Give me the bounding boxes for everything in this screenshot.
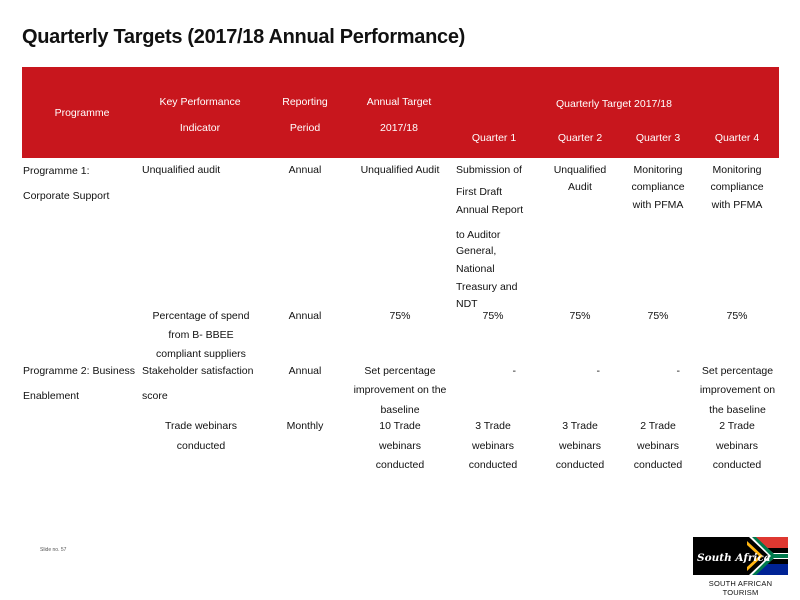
header-q1: Quarter 1 <box>471 132 517 144</box>
row4-q1-line1: 3 Trade <box>475 420 511 432</box>
header-kpi-line2: Indicator <box>179 122 221 134</box>
row1-q1-line3: Annual Report <box>456 204 524 216</box>
table-header: Programme Key Performance Indicator Repo… <box>22 67 779 158</box>
logo-caption: SOUTH AFRICAN TOURISM <box>708 579 773 597</box>
row4-q3-line1: 2 Trade <box>640 420 676 432</box>
header-annual-line1: Annual Target <box>366 96 432 108</box>
header-period-line1: Reporting <box>282 96 328 108</box>
header-programme: Programme <box>54 107 110 119</box>
row1-q1-line8: NDT <box>456 298 478 310</box>
row4-q3-line3: conducted <box>633 459 683 471</box>
row3-q4-line1: Set percentage <box>701 365 774 377</box>
row1-programme-line2: Corporate Support <box>23 190 110 202</box>
row3-annual-line1: Set percentage <box>364 365 436 377</box>
row1-q3-line2: compliance <box>631 181 685 193</box>
row1-q4-line1: Monitoring <box>712 164 762 176</box>
row4-q2-line3: conducted <box>555 459 605 471</box>
row4-q1-line3: conducted <box>468 459 518 471</box>
header-annual-line2: 2017/18 <box>380 122 418 134</box>
row1-q4-line3: with PFMA <box>711 199 763 211</box>
row1-q1-line7: Treasury and <box>456 281 518 293</box>
row3-q4-line3: the baseline <box>709 404 766 416</box>
row1-kpi: Unqualified audit <box>142 164 221 176</box>
row2-q1: 75% <box>482 310 504 322</box>
row4-annual-line2: webinars <box>378 440 422 452</box>
row1-period: Annual <box>288 164 322 176</box>
row3-q1: - <box>512 365 517 377</box>
row3-annual-line2: improvement on the <box>353 384 447 396</box>
header-kpi-line1: Key Performance <box>159 96 241 108</box>
row4-q1-line2: webinars <box>471 440 515 452</box>
row1-q3-line3: with PFMA <box>632 199 684 211</box>
row4-q2-line1: 3 Trade <box>562 420 598 432</box>
header-q4: Quarter 4 <box>714 132 760 144</box>
header-q2: Quarter 2 <box>557 132 603 144</box>
row1-q4-line2: compliance <box>710 181 764 193</box>
header-period-line2: Period <box>289 122 321 134</box>
row1-q2-line1: Unqualified <box>553 164 607 176</box>
row3-kpi-line1: Stakeholder satisfaction <box>142 365 254 377</box>
row3-programme-line2: Enablement <box>23 390 80 402</box>
header-q3: Quarter 3 <box>635 132 681 144</box>
row2-q2: 75% <box>569 310 591 322</box>
slide-number: Slide no. 57 <box>40 547 67 553</box>
south-africa-tourism-logo: South Africa <box>693 537 788 575</box>
row3-q2: - <box>596 365 601 377</box>
row4-q4-line3: conducted <box>712 459 762 471</box>
row4-annual-line1: 10 Trade <box>379 420 421 432</box>
row3-q3: - <box>676 365 681 377</box>
row2-kpi-line1: Percentage of spend <box>152 310 250 322</box>
row1-q1-line6: National <box>456 263 495 275</box>
row2-period: Annual <box>288 310 322 322</box>
header-quarterly-group: Quarterly Target 2017/18 <box>556 98 672 110</box>
page-title: Quarterly Targets (2017/18 Annual Perfor… <box>22 26 466 48</box>
row2-q4: 75% <box>726 310 748 322</box>
row3-programme-line1: Programme 2: Business <box>23 365 136 377</box>
row1-q1-line5: General, <box>456 245 497 257</box>
row3-period: Annual <box>288 365 322 377</box>
row4-q3-line2: webinars <box>636 440 680 452</box>
row4-q4-line2: webinars <box>715 440 759 452</box>
row3-q4-line2: improvement on <box>699 384 776 396</box>
row3-kpi-line2: score <box>142 390 168 402</box>
row4-annual-line3: conducted <box>375 459 425 471</box>
row4-kpi-line1: Trade webinars <box>165 420 237 432</box>
row4-q2-line2: webinars <box>558 440 602 452</box>
row2-kpi-line3: compliant suppliers <box>156 348 246 360</box>
row1-programme-line1: Programme 1: <box>23 165 90 177</box>
row1-q1-line4: to Auditor <box>456 229 501 241</box>
row1-q2-line2: Audit <box>568 181 592 193</box>
logo-script-text: South Africa <box>697 552 771 564</box>
row1-annual: Unqualified Audit <box>360 164 440 176</box>
row1-q1-line2: First Draft <box>456 186 503 198</box>
row2-q3: 75% <box>647 310 669 322</box>
row3-annual-line3: baseline <box>380 404 420 416</box>
row1-q3-line1: Monitoring <box>633 164 683 176</box>
row1-q1-line1: Submission of <box>456 164 522 176</box>
row2-kpi-line2: from B- BBEE <box>168 329 234 341</box>
row4-period: Monthly <box>286 420 324 432</box>
row4-q4-line1: 2 Trade <box>719 420 755 432</box>
row2-annual: 75% <box>389 310 411 322</box>
row4-kpi-line2: conducted <box>176 440 226 452</box>
